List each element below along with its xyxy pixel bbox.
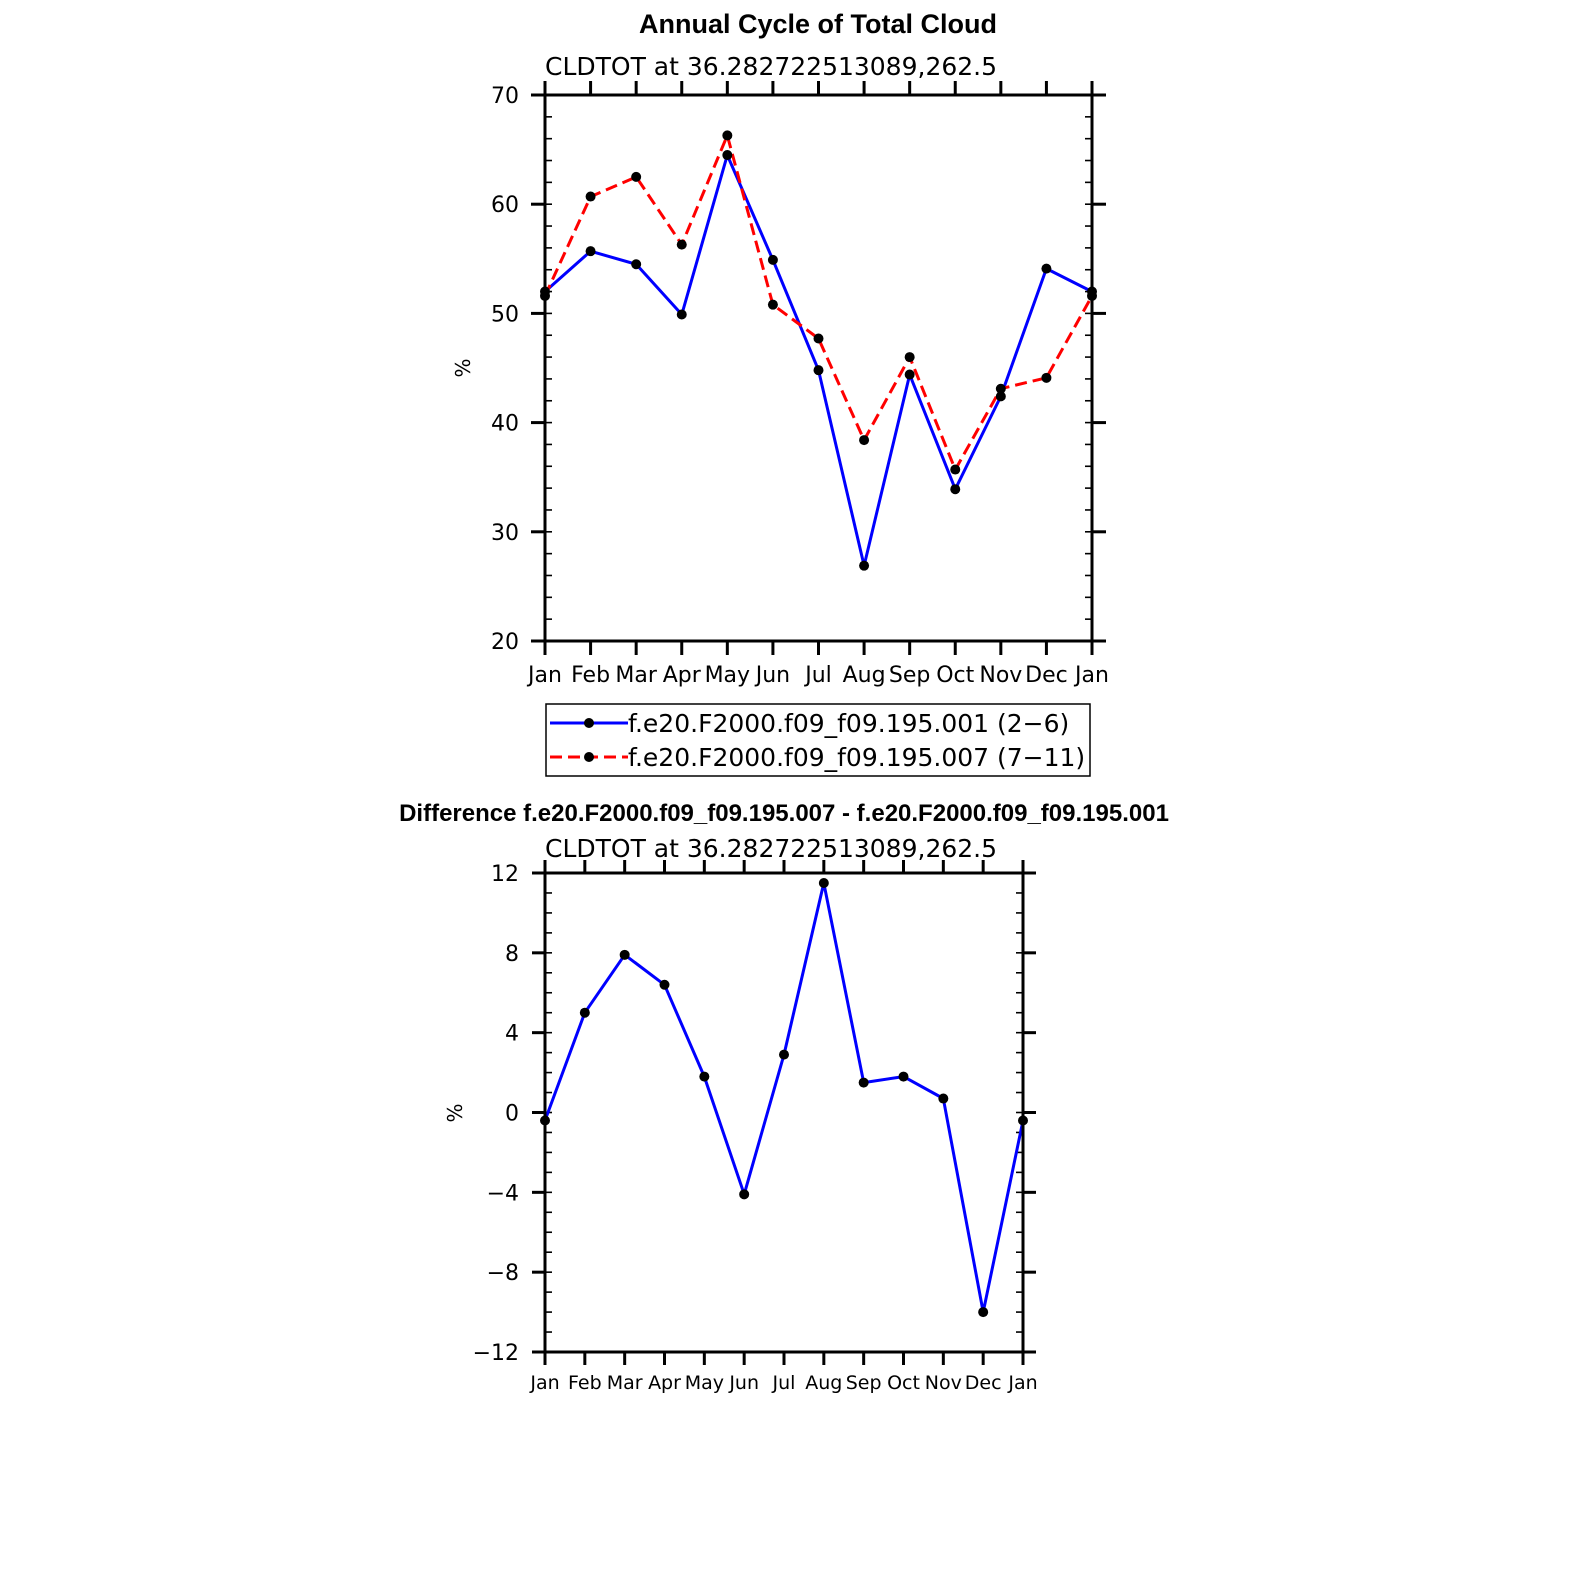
difference-panel: Difference f.e20.F2000.f09_f09.195.007 -… bbox=[399, 800, 1169, 1394]
series-1-point bbox=[767, 254, 778, 265]
annual-cycle-panel: Annual Cycle of Total Cloud CLDTOT at 36… bbox=[451, 9, 1109, 777]
series-1-point bbox=[722, 150, 733, 161]
difference-plot-frame bbox=[543, 871, 1025, 1354]
series-line-1 bbox=[544, 153, 1093, 568]
difference-y-axis-label: % bbox=[443, 1103, 467, 1122]
x-tick-label: Jan bbox=[526, 663, 562, 688]
series-2-point bbox=[995, 383, 1006, 394]
y-tick-label: −8 bbox=[487, 1261, 519, 1286]
x-tick-label: Dec bbox=[1025, 663, 1068, 688]
legend-box bbox=[545, 703, 1091, 777]
y-tick-label: 20 bbox=[491, 630, 519, 655]
x-tick-label: Jul bbox=[803, 663, 832, 688]
series-1-point bbox=[818, 877, 829, 888]
series-line-2 bbox=[543, 133, 1094, 472]
x-tick-label: Apr bbox=[663, 663, 702, 688]
legend-label-series-1: f.e20.F2000.f09_f09.195.001 (2−6) bbox=[628, 709, 1069, 738]
x-tick-label: Sep bbox=[889, 663, 930, 688]
y-axis-label: % bbox=[451, 358, 475, 377]
y-tick-label: 60 bbox=[491, 193, 519, 218]
x-tick-label: Jan bbox=[1073, 663, 1109, 688]
series-2-point bbox=[676, 239, 687, 250]
x-tick-label: Feb bbox=[568, 1372, 602, 1394]
x-tick-label: Aug bbox=[805, 1372, 842, 1394]
y-tick-label: 50 bbox=[491, 302, 519, 327]
series-1-point bbox=[585, 246, 596, 257]
y-tick-label: −12 bbox=[473, 1341, 519, 1366]
series-2-point bbox=[1041, 372, 1052, 383]
chart-title: Annual Cycle of Total Cloud bbox=[639, 9, 997, 39]
x-tick-label: Mar bbox=[615, 663, 657, 688]
series-1-point bbox=[659, 979, 670, 990]
x-tick-label: Dec bbox=[965, 1372, 1002, 1394]
x-tick-label: Apr bbox=[648, 1372, 681, 1394]
x-tick-label: May bbox=[685, 1372, 724, 1394]
difference-subtitle: CLDTOT at 36.282722513089,262.5 bbox=[545, 834, 997, 863]
x-tick-label: Oct bbox=[887, 1372, 920, 1394]
series-1-point bbox=[631, 259, 642, 270]
x-tick-label: Aug bbox=[843, 663, 886, 688]
series-2-point bbox=[859, 435, 870, 446]
series-1-point bbox=[1041, 263, 1052, 274]
x-tick-label: Jan bbox=[529, 1372, 559, 1394]
y-tick-label: 70 bbox=[491, 84, 519, 109]
series-1-point bbox=[579, 1007, 590, 1018]
x-tick-label: Jul bbox=[772, 1372, 796, 1394]
x-tick-label: Sep bbox=[846, 1372, 882, 1394]
series-line-1 bbox=[543, 881, 1025, 1314]
series-1-point bbox=[904, 369, 915, 380]
y-tick-label: 8 bbox=[505, 942, 519, 967]
x-tick-label: Feb bbox=[571, 663, 610, 688]
difference-axes-ticks: Jan Feb Mar Apr May Jun Jul Aug Sep Oct Nov Dec Jan−… bbox=[473, 860, 1038, 1394]
y-tick-label: 12 bbox=[491, 862, 519, 887]
y-tick-label: 4 bbox=[505, 1022, 519, 1047]
series-1-point bbox=[779, 1049, 789, 1060]
series-1-point bbox=[676, 309, 687, 320]
plot-frame bbox=[543, 93, 1094, 643]
series-2-point bbox=[722, 130, 733, 141]
series-1-point bbox=[859, 560, 870, 571]
legend: f.e20.F2000.f09_f09.195.001 (2−6) f.e20.… bbox=[545, 703, 1091, 777]
legend-marker-series-2 bbox=[584, 752, 594, 762]
series-1-point bbox=[619, 949, 630, 960]
series-2-point bbox=[904, 352, 915, 363]
series-2-point bbox=[813, 333, 824, 344]
x-tick-label: Jun bbox=[728, 1372, 759, 1394]
series-1-point bbox=[813, 365, 824, 376]
series-1-point bbox=[898, 1071, 909, 1082]
series-2-point bbox=[767, 299, 778, 310]
legend-marker-series-1 bbox=[584, 718, 594, 728]
series-1-point bbox=[978, 1307, 989, 1318]
y-tick-label: 30 bbox=[491, 521, 519, 546]
series-2-point bbox=[585, 191, 596, 202]
series-1-point bbox=[995, 391, 1006, 402]
y-tick-label: −4 bbox=[487, 1181, 519, 1206]
chart-subtitle: CLDTOT at 36.282722513089,262.5 bbox=[545, 52, 997, 81]
difference-title: Difference f.e20.F2000.f09_f09.195.007 -… bbox=[399, 800, 1169, 827]
x-tick-label: Nov bbox=[979, 663, 1022, 688]
legend-label-series-2: f.e20.F2000.f09_f09.195.007 (7−11) bbox=[628, 743, 1085, 772]
series-layer bbox=[540, 130, 1097, 571]
series-1-point bbox=[950, 484, 961, 495]
series-1-point bbox=[739, 1189, 750, 1200]
series-1-point bbox=[699, 1071, 710, 1082]
x-tick-label: Mar bbox=[607, 1372, 643, 1394]
x-tick-label: Jan bbox=[1007, 1372, 1037, 1394]
series-1-point bbox=[858, 1077, 869, 1088]
x-tick-label: Nov bbox=[925, 1372, 962, 1394]
series-1-point bbox=[938, 1093, 949, 1104]
axes-ticks: Jan Feb Mar Apr May Jun Jul Aug Sep Oct Nov Dec Jan2… bbox=[491, 81, 1109, 688]
x-tick-label: May bbox=[705, 663, 750, 688]
difference-series-layer bbox=[540, 877, 1028, 1318]
x-tick-label: Oct bbox=[936, 663, 974, 688]
series-2-point bbox=[631, 171, 642, 182]
y-tick-label: 40 bbox=[491, 412, 519, 437]
series-2-point bbox=[950, 464, 961, 475]
x-tick-label: Jun bbox=[754, 663, 790, 688]
y-tick-label: 0 bbox=[505, 1102, 519, 1127]
